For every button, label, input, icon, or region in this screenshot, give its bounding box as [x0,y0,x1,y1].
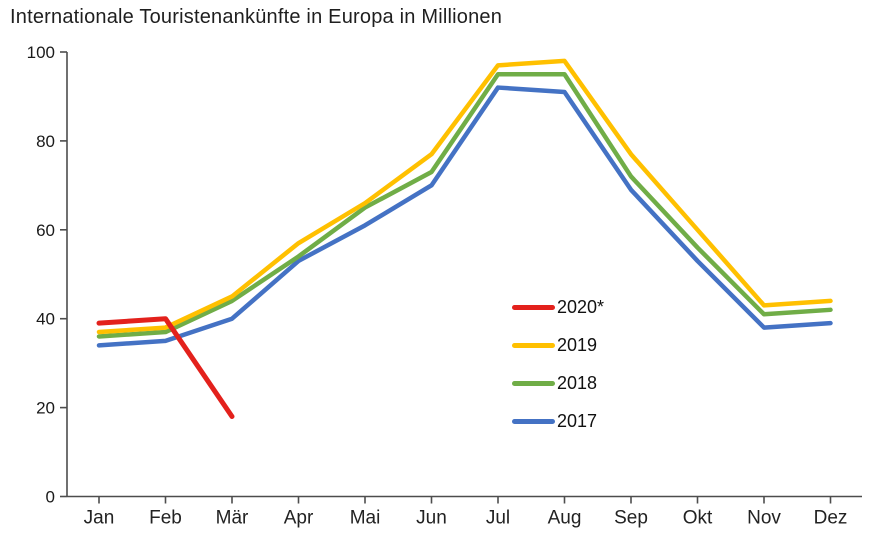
legend-label: 2019 [557,334,598,355]
y-axis-tick-label: 40 [36,310,55,329]
legend-item-2018: 2018 [512,364,604,402]
chart-legend: 2020* 2019 2018 2017 [512,288,604,440]
legend-label: 2017 [557,410,598,431]
chart-title: Internationale Touristenankünfte in Euro… [10,6,503,28]
legend-item-2020: 2020* [512,288,604,326]
series-line-2018 [96,71,833,339]
x-axis-month-label: Sep [614,508,648,529]
x-axis-month-label: Feb [149,508,182,529]
legend-label: 2018 [557,372,598,393]
y-axis-tick-label: 60 [36,221,55,240]
y-axis-tick-label: 0 [46,488,55,507]
x-axis-month-label: Jan [84,508,115,529]
x-axis-month-label: Dez [814,508,848,529]
series-line-2019 [96,58,833,335]
x-axis-month-label: Okt [683,508,713,529]
x-axis-month-label: Nov [747,508,781,529]
x-axis-month-label: Jun [416,508,447,529]
legend-item-2019: 2019 [512,326,604,364]
y-axis-tick-label: 100 [27,43,55,62]
series-line-2017 [96,85,833,348]
legend-line-swatch-2018 [512,380,555,386]
series-line-2020 [96,316,235,419]
legend-line-swatch-2017 [512,418,555,424]
legend-line-swatch-2019 [512,342,555,348]
legend-label: 2020* [557,296,605,317]
y-axis-tick-label: 20 [36,399,55,418]
x-axis-month-label: Apr [284,508,314,529]
x-axis-month-label: Aug [548,508,582,529]
x-axis-month-label: Mai [350,508,381,529]
x-axis-month-label: Jul [486,508,510,529]
x-axis-month-label: Mär [216,508,249,529]
y-axis-tick-label: 80 [36,132,55,151]
legend-item-2017: 2017 [512,402,604,440]
legend-line-swatch-2020 [512,304,555,310]
